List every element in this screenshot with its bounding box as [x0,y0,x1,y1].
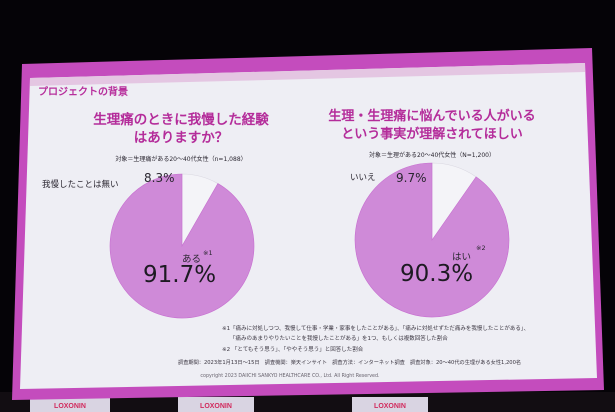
left-target: 対象＝生理痛がある20～40代女性（n=1,088） [115,155,246,163]
left-small-value: 8.3% [144,171,175,185]
right-pie-slice-major [354,162,510,318]
stage-banner-2: LOXONIN [178,397,254,412]
slide-header: プロジェクトの背景 [38,85,128,98]
right-big-value: 90.3% [400,261,473,287]
left-question-line1: 生理痛のときに我慢した経験 [93,111,269,128]
left-small-label: 我慢したことは無い [42,179,119,190]
left-question-line2: はありますか？ [134,130,229,146]
stage-banner-1: LOXONIN [30,396,110,412]
left-big-label: ある [182,254,201,265]
right-big-label: はい [452,252,471,263]
left-big-note: ※1 [203,249,213,257]
header-strip [30,63,585,86]
footnote-1-line2: 「痛みのあまりやりたいことを我慢したことがある」を1つ、もしくは複数回答した割合 [230,334,448,342]
right-small-label: いいえ [350,173,376,183]
right-target: 対象＝生理がある20～40代女性（N=1,200） [369,151,495,159]
right-small-value: 9.7% [396,171,427,185]
footnote-2: ※2 「とてもそう思う」、「ややそう思う」と回答した割合 [222,345,364,353]
svg-text:LOXONIN: LOXONIN [200,403,232,410]
right-question-line2: という事実が理解されてほしい [341,126,523,142]
right-pie-chart [354,162,510,318]
right-question-line1: 生理・生理痛に悩んでいる人がいる [328,108,535,124]
copyright: copyright 2023 DAIICHI SANKYO HEALTHCARE… [200,373,379,379]
left-pie-chart [109,173,255,319]
right-big-note: ※2 [476,244,486,252]
left-big-value: 91.7% [143,262,216,288]
footnote-1-line1: ※1「痛みに対処しつつ、我慢して仕事・学業・家事をしたことがある」、「痛みに対処… [222,324,529,332]
svg-text:LOXONIN: LOXONIN [54,403,86,410]
survey-info: 調査期間：2023年1月13日～15日 調査機関：楽天インサイト 調査方法：イン… [178,358,521,366]
stage-banner-3: LOXONIN [352,397,428,412]
left-pie-slice-major [109,173,255,319]
svg-text:LOXONIN: LOXONIN [374,403,406,410]
